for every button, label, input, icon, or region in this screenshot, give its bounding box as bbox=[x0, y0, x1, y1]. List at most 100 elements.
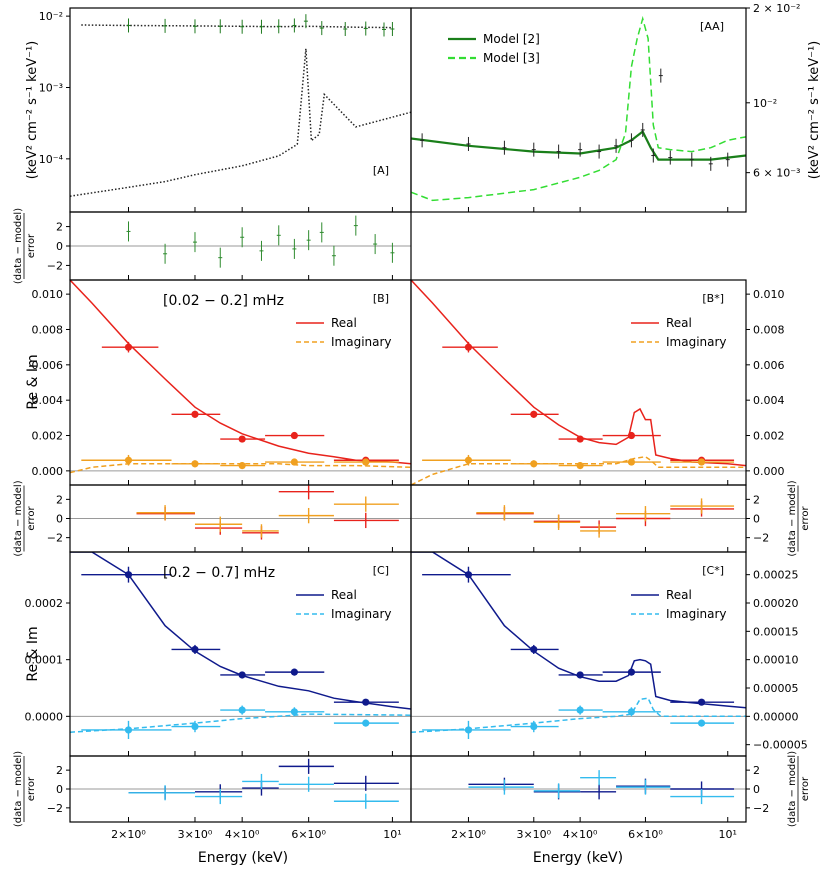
series-Cstar-resid-real-point bbox=[533, 784, 581, 800]
data-marker bbox=[124, 343, 133, 351]
y-tick-label: 0.002 bbox=[32, 430, 64, 443]
legend-label: Real bbox=[666, 316, 692, 330]
series-Cstar-resid-imaginary-point bbox=[580, 770, 617, 786]
data-marker bbox=[238, 461, 246, 470]
residual-ylabel: (data − model) error bbox=[13, 751, 37, 827]
y-tick-label: −2 bbox=[47, 532, 63, 545]
x-tick-label: 6×10⁰ bbox=[291, 828, 326, 841]
panel-title: [C] bbox=[373, 564, 389, 577]
series-A-resid-residual-point bbox=[259, 240, 264, 261]
series-Bstar-resid-real-point bbox=[580, 520, 617, 534]
data-marker bbox=[464, 571, 473, 579]
series-B-resid-imaginary-point bbox=[333, 496, 399, 512]
y-tick-label: 0 bbox=[753, 513, 760, 526]
panel-plot-area bbox=[70, 14, 411, 197]
data-marker bbox=[290, 708, 298, 716]
series-A-resid-residual-point bbox=[331, 245, 336, 266]
series-A-data-point bbox=[343, 22, 348, 37]
x-tick-label: 10¹ bbox=[383, 828, 401, 841]
series-C-resid-real-point bbox=[333, 775, 399, 791]
series-A-resid-residual-point bbox=[353, 215, 358, 236]
legend-label: Real bbox=[331, 588, 357, 602]
residual-label-numerator: (data − model) bbox=[13, 480, 24, 556]
series-Cstar-resid-imaginary-point bbox=[616, 779, 671, 795]
series-AA-data-point bbox=[531, 142, 536, 157]
series-Cstar-resid-imaginary-point bbox=[670, 789, 735, 805]
y-tick-label: 0.010 bbox=[32, 288, 64, 301]
residual-label-numerator: (data − model) bbox=[13, 751, 24, 827]
series-B-resid-real-point bbox=[194, 521, 243, 535]
series-Bstar-resid-imaginary-point bbox=[670, 498, 735, 514]
series-AA-data-point bbox=[651, 148, 656, 163]
x-tick-label: 2×10⁰ bbox=[451, 828, 486, 841]
residual-ylabel: (data − model) error bbox=[13, 208, 37, 284]
y-tick-label: 0 bbox=[56, 513, 63, 526]
series-A-data-point bbox=[303, 14, 308, 29]
data-marker bbox=[290, 458, 298, 466]
x-tick-label: 4×10⁰ bbox=[225, 828, 260, 841]
panel-C-resid: 2×10⁰ 3×10⁰ 4×10⁰ 6×10⁰ 10¹ 2 0 −2 (data − model… bbox=[13, 751, 412, 841]
series-C-imaginary-data-point bbox=[220, 705, 266, 715]
panel-Cstar: 0.00025 0.00020 0.00015 0.00010 0.00005 0.000… bbox=[410, 551, 808, 757]
y-tick-label: −2 bbox=[47, 259, 63, 272]
y-tick-label: 0 bbox=[56, 783, 63, 796]
data-marker bbox=[238, 706, 246, 714]
legend-label: Real bbox=[666, 588, 692, 602]
series-Bstar-real-data-point bbox=[602, 431, 661, 440]
y-tick-label: 6 × 10⁻³ bbox=[753, 167, 800, 180]
series-A-data-point bbox=[163, 18, 168, 33]
series-A-data-point bbox=[126, 18, 131, 33]
series-AA-data-point bbox=[689, 152, 694, 167]
series-AA-data-point bbox=[629, 133, 634, 148]
series-A-resid-residual-point bbox=[390, 242, 395, 263]
series-AA-data-point bbox=[420, 133, 425, 148]
legend-label: Imaginary bbox=[331, 607, 392, 621]
series-A-component-dotted--line bbox=[70, 48, 411, 197]
data-marker bbox=[627, 458, 636, 466]
series-C-real-data-point bbox=[81, 566, 172, 583]
series-AA-data-point bbox=[578, 142, 583, 157]
series-Cstar-resid-real-point bbox=[616, 778, 671, 794]
series-Cstar-imaginary-data-point bbox=[670, 719, 735, 727]
x-tick-label: 4×10⁰ bbox=[563, 828, 598, 841]
series-C-resid-real-point bbox=[278, 758, 334, 774]
legend-label: Imaginary bbox=[666, 607, 727, 621]
series-A-resid-residual-point bbox=[240, 227, 245, 248]
series-Bstar-resid-imaginary-point bbox=[533, 514, 581, 530]
residual-ylabel: (data − model) error bbox=[13, 480, 37, 556]
data-marker bbox=[627, 708, 636, 716]
series-Cstar-resid-imaginary-point bbox=[468, 779, 534, 795]
series-A-resid-residual-point bbox=[163, 243, 168, 264]
series-B-real-data-point bbox=[171, 410, 221, 418]
series-B-real-data-point bbox=[101, 341, 159, 353]
data-marker bbox=[576, 435, 584, 443]
series-A-resid-residual-point bbox=[276, 225, 281, 246]
series-Bstar-real-data-point bbox=[442, 341, 498, 353]
panel-B: 0.010 0.008 0.006 0.004 0.002 0.000 [B] [0.02 −… bbox=[32, 279, 412, 486]
series-AA-data-point bbox=[725, 152, 730, 167]
series-B-resid-imaginary-point bbox=[194, 516, 243, 532]
y-tick-label: 0.00000 bbox=[753, 710, 799, 723]
y-tick-label: 0.008 bbox=[32, 323, 64, 336]
series-AA-data-point bbox=[502, 140, 507, 155]
series-A-data-point bbox=[363, 21, 368, 36]
series-A-data-point bbox=[240, 19, 245, 34]
series-Cstar-imaginary-data-point bbox=[602, 707, 661, 717]
legend-label: Model [2] bbox=[483, 32, 540, 46]
series-Bstar-imaginary-line bbox=[411, 455, 746, 485]
panel-plot-area bbox=[411, 280, 746, 485]
series-A-resid-residual-point bbox=[319, 222, 324, 243]
legend-label: Imaginary bbox=[331, 335, 392, 349]
series-B-real-data-point bbox=[265, 431, 325, 440]
data-marker bbox=[627, 668, 636, 676]
series-C-resid-imaginary-point bbox=[242, 773, 279, 789]
series-B-imaginary-data-point bbox=[171, 460, 221, 468]
data-marker bbox=[191, 722, 199, 731]
series-Bstar-resid-imaginary-point bbox=[476, 505, 534, 521]
data-marker bbox=[362, 698, 370, 706]
data-marker bbox=[124, 456, 133, 464]
y-tick-label: 0.006 bbox=[32, 359, 64, 372]
y-tick-label: 0 bbox=[56, 240, 63, 253]
data-marker bbox=[464, 726, 473, 734]
panel-plot-area bbox=[411, 770, 746, 805]
